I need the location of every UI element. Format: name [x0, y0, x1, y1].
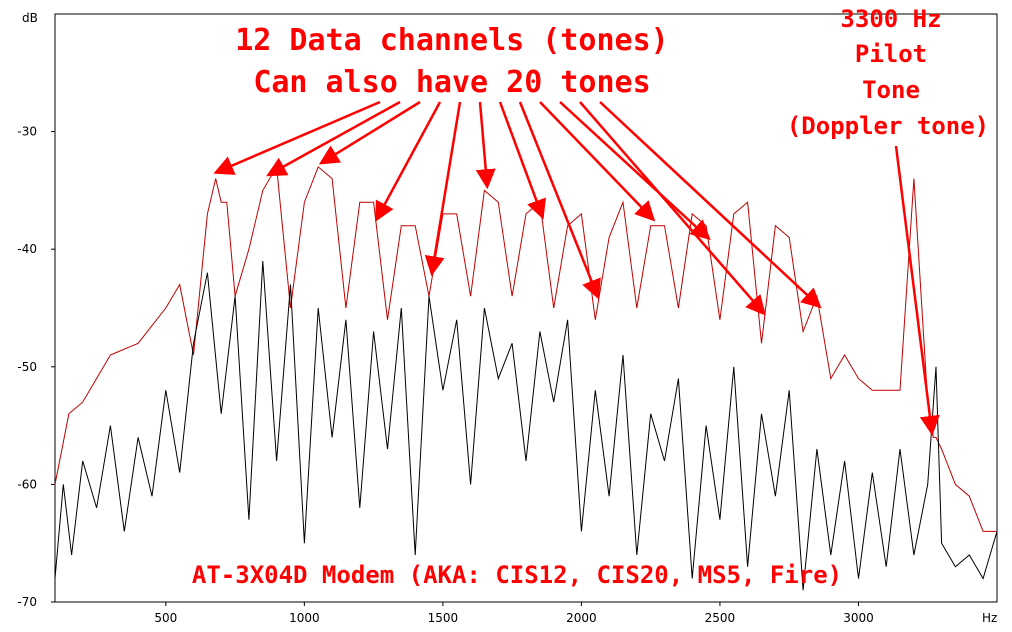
annotation-headline-2: Can also have 20 tones: [253, 65, 650, 100]
x-axis-ticks: 500 1000 1500 2000 2500 3000: [154, 602, 874, 625]
plot-frame: [54, 13, 998, 603]
x-tick-label: 2500: [705, 611, 736, 625]
tone-arrow: [518, 101, 601, 300]
x-tick-label: 3000: [843, 611, 874, 625]
y-axis-ticks: -30 -40 -50 -60 -70: [17, 125, 55, 609]
y-tick-label: -30: [17, 125, 37, 139]
y-unit-label: dB: [22, 11, 38, 25]
x-tick-label: 500: [154, 611, 177, 625]
pilot-tone-arrow: [894, 145, 940, 436]
tone-arrow: [559, 101, 711, 241]
tone-arrow: [213, 100, 381, 175]
x-tick-label: 2000: [566, 611, 597, 625]
tone-arrow: [318, 100, 421, 165]
annotation-pilot-3: Tone: [862, 76, 920, 104]
y-tick-label: -50: [17, 360, 37, 374]
tone-arrow: [424, 101, 462, 277]
tone-arrow: [266, 100, 401, 177]
tone-arrow: [579, 101, 766, 316]
tone-arrow: [375, 101, 442, 222]
annotation-pilot-1: 3300 Hz: [840, 5, 941, 33]
y-tick-label: -60: [17, 477, 37, 491]
x-unit-label: Hz: [982, 611, 997, 625]
annotation-headline-1: 12 Data channels (tones): [235, 23, 668, 58]
y-tick-label: -40: [17, 242, 37, 256]
series-line-black: [54, 260, 998, 591]
tone-arrow: [599, 101, 822, 309]
series-line-red: [54, 165, 997, 532]
annotation-footer: AT-3X04D Modem (AKA: CIS12, CIS20, MS5, …: [192, 561, 842, 589]
tone-arrow: [539, 101, 656, 222]
x-tick-label: 1000: [289, 611, 320, 625]
tone-arrow: [475, 101, 496, 190]
y-tick-label: -70: [17, 595, 37, 609]
annotation-pilot-4: (Doppler tone): [787, 112, 989, 140]
x-tick-label: 1500: [428, 611, 459, 625]
series-layer: [54, 165, 998, 591]
tone-arrow: [498, 101, 546, 220]
annotation-arrows: [213, 100, 940, 436]
annotation-pilot-2: Pilot: [855, 40, 927, 68]
